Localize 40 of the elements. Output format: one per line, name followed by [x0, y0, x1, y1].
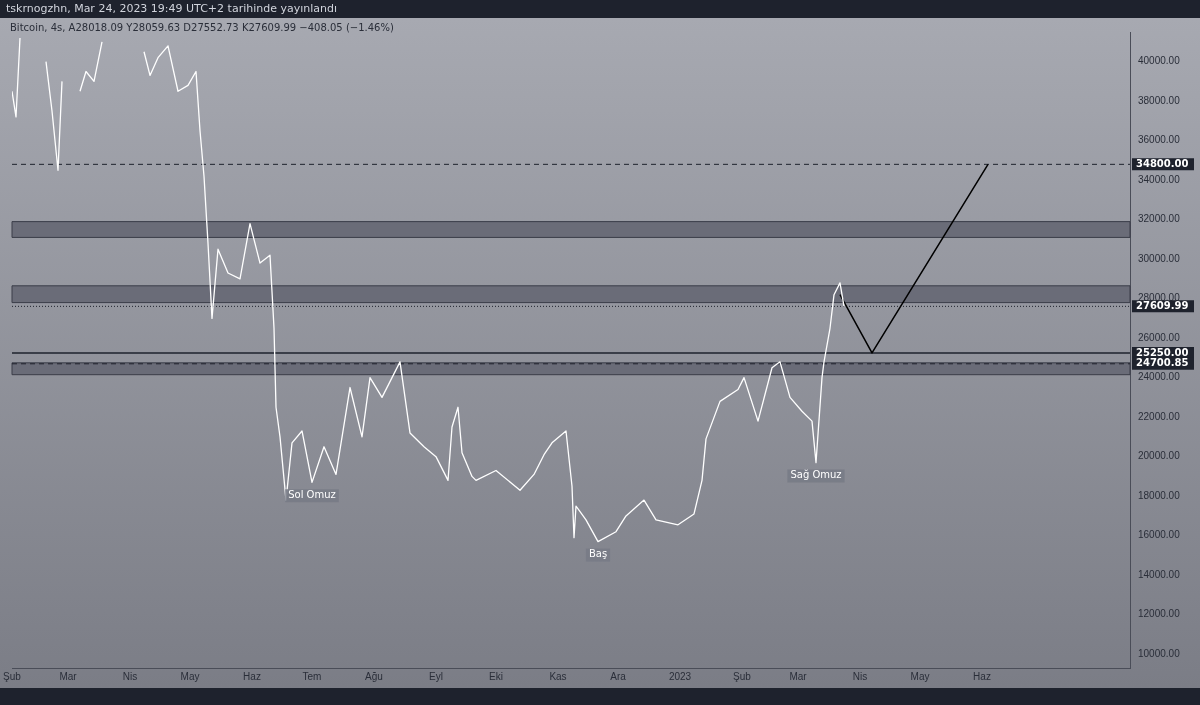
- y-tick-label: 22000.00: [1138, 410, 1181, 422]
- x-tick-label: May: [180, 670, 200, 682]
- y-tick-label: 20000.00: [1138, 450, 1181, 462]
- x-tick-label: Haz: [243, 670, 261, 682]
- x-tick-label: Mar: [59, 670, 78, 682]
- y-tick-label: 40000.00: [1138, 55, 1181, 67]
- x-tick-label: Tem: [302, 670, 322, 682]
- y-tick-label: 34000.00: [1138, 173, 1181, 185]
- x-tick-label: Nis: [122, 670, 138, 682]
- y-tick-label: 36000.00: [1138, 134, 1181, 146]
- chart-title: tskrnogzhn, Mar 24, 2023 19:49 UTC+2 tarihinde yayınlandı: [5, 1, 339, 17]
- y-tick-label: 26000.00: [1138, 331, 1181, 343]
- y-tick-label: 32000.00: [1138, 213, 1181, 225]
- x-tick-label: Haz: [973, 670, 991, 682]
- y-tick-label: 10000.00: [1138, 647, 1181, 659]
- x-tick-label: Eki: [489, 670, 503, 682]
- x-tick-label: Eyl: [429, 670, 443, 682]
- y-tick-label: 16000.00: [1138, 529, 1181, 541]
- ref-line-label: 24700.85: [1136, 357, 1189, 369]
- ref-line-label: 25250.00: [1136, 346, 1189, 358]
- y-tick-label: 12000.00: [1138, 608, 1181, 620]
- x-tick-label: Nis: [852, 670, 868, 682]
- y-tick-label: 30000.00: [1138, 252, 1181, 264]
- x-tick-label: Kas: [549, 670, 567, 682]
- y-tick-label: 18000.00: [1138, 489, 1181, 501]
- x-tick-label: Şub: [733, 670, 752, 682]
- chart-subtitle: Bitcoin, 4s, A28018.09 Y28059.63 D27552.73 K27609.99 −408.05 (−1.46%): [10, 22, 394, 33]
- x-tick-label: May: [910, 670, 930, 682]
- annotation: Sağ Omuz: [790, 469, 842, 481]
- x-tick-label: Şub: [3, 670, 22, 682]
- annotation: Baş: [588, 548, 608, 560]
- x-tick-label: Mar: [789, 670, 808, 682]
- x-tick-label: Ara: [610, 670, 627, 682]
- ref-line-label: 34800.00: [1136, 157, 1189, 169]
- y-tick-label: 14000.00: [1138, 568, 1181, 580]
- annotation: Sol Omuz: [288, 488, 336, 500]
- x-tick-label: Ağu: [365, 670, 383, 682]
- x-tick-label: 2023: [668, 670, 692, 682]
- y-tick-label: 38000.00: [1138, 94, 1181, 106]
- y-tick-label: 24000.00: [1138, 371, 1181, 383]
